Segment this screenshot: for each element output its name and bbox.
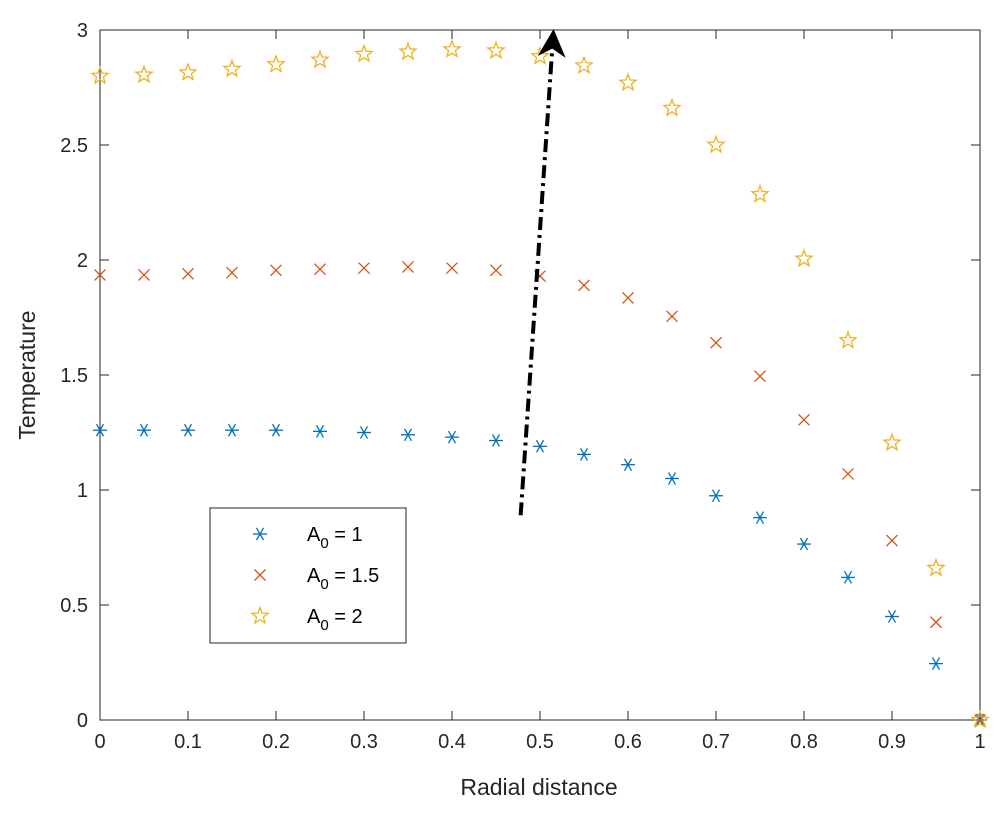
data-point: [182, 267, 194, 280]
x-tick-label: 0.8: [790, 731, 818, 753]
legend: A0 = 1 A0 = 1.5 A0 = 2: [209, 507, 407, 644]
data-point: [709, 489, 723, 503]
data-point: [710, 336, 722, 349]
data-point: [930, 616, 942, 629]
data-point: [354, 43, 374, 63]
x-tick-label: 0.3: [350, 731, 378, 753]
x-tick-label: 0: [94, 731, 105, 753]
data-point: [666, 310, 678, 323]
legend-marker: [253, 527, 267, 541]
trend-arrow: [518, 29, 566, 516]
legend-marker: [254, 569, 266, 581]
data-point: [225, 423, 239, 437]
data-point: [533, 439, 547, 453]
data-point: [842, 467, 854, 480]
data-point: [137, 423, 151, 437]
data-point: [926, 557, 946, 577]
x-tick-label: 0.6: [614, 731, 642, 753]
axis-labels: Radial distance Temperature: [14, 310, 618, 800]
data-point: [886, 534, 898, 547]
x-axis-label: Radial distance: [460, 774, 617, 800]
data-point: [310, 49, 330, 69]
data-point: [622, 291, 634, 304]
data-point: [398, 41, 418, 61]
series-2: [94, 260, 986, 726]
data-point: [402, 260, 414, 273]
legend-label: A0 = 2: [307, 606, 363, 634]
data-point: [181, 423, 195, 437]
data-point: [357, 426, 371, 439]
data-point: [662, 97, 682, 117]
data-point: [266, 54, 286, 73]
x-tick-label: 0.7: [702, 731, 730, 753]
data-point: [577, 447, 591, 461]
x-tick-label: 0.2: [262, 731, 290, 753]
legend-marker: [250, 605, 270, 625]
legend-label: A0 = 1: [307, 524, 363, 552]
data-point: [486, 40, 506, 60]
y-tick-label: 2.5: [60, 135, 88, 157]
y-tick-label: 1.5: [60, 365, 88, 387]
legend-entry: A0 = 2: [250, 605, 363, 634]
data-point: [134, 64, 154, 84]
data-point: [794, 248, 814, 268]
x-tick-label: 0.9: [878, 731, 906, 753]
y-tick-label: 1: [77, 480, 88, 502]
data-point: [841, 571, 855, 584]
data-point: [750, 184, 770, 203]
data-point: [665, 472, 679, 485]
data-point: [178, 62, 198, 81]
data-point: [797, 537, 811, 551]
x-tick-label: 0.5: [526, 731, 554, 753]
data-point: [753, 511, 767, 524]
legend-box: [209, 507, 407, 644]
data-point: [222, 58, 242, 78]
x-tick-label: 0.4: [438, 731, 466, 753]
data-point: [313, 424, 327, 438]
data-point: [489, 434, 503, 447]
data-point: [93, 423, 107, 437]
data-point: [138, 268, 150, 281]
data-point: [94, 268, 106, 281]
data-point: [885, 610, 899, 623]
data-point: [618, 72, 638, 92]
x-tick-label: 0.1: [174, 731, 202, 753]
data-point: [929, 657, 943, 671]
data-point: [574, 55, 594, 75]
y-tick-label: 2: [77, 250, 88, 272]
legend-entry: A0 = 1.5: [254, 565, 379, 593]
data-point: [578, 279, 590, 292]
x-tick-label: 1: [974, 731, 985, 753]
legend-entry: A0 = 1: [253, 524, 363, 552]
data-point: [446, 262, 458, 275]
data-point: [798, 413, 810, 426]
data-point: [445, 430, 459, 444]
data-point: [270, 264, 282, 277]
data-point: [314, 263, 326, 276]
annotations: [518, 29, 566, 516]
data-point: [706, 134, 726, 154]
y-tick-label: 0: [77, 710, 88, 732]
data-point: [90, 65, 110, 85]
legend-label: A0 = 1.5: [307, 565, 379, 593]
y-tick-label: 0.5: [60, 595, 88, 617]
data-point: [269, 423, 283, 437]
data-point: [970, 709, 990, 729]
data-point: [621, 458, 635, 472]
data-point: [754, 370, 766, 383]
data-point: [882, 432, 902, 452]
data-point: [442, 39, 462, 58]
data-point: [226, 266, 238, 279]
data-point: [838, 330, 858, 349]
ticks: 0 0.1 0.2 0.3 0.4 0.5 0.6 0.7 0.8 0.9 1 0 0.5 1 1.5 2 2.…: [60, 20, 985, 753]
data-point: [358, 262, 370, 275]
y-axis-label: Temperature: [14, 310, 40, 439]
data-point: [401, 428, 415, 442]
data-point: [490, 264, 502, 277]
y-tick-label: 3: [77, 20, 88, 42]
